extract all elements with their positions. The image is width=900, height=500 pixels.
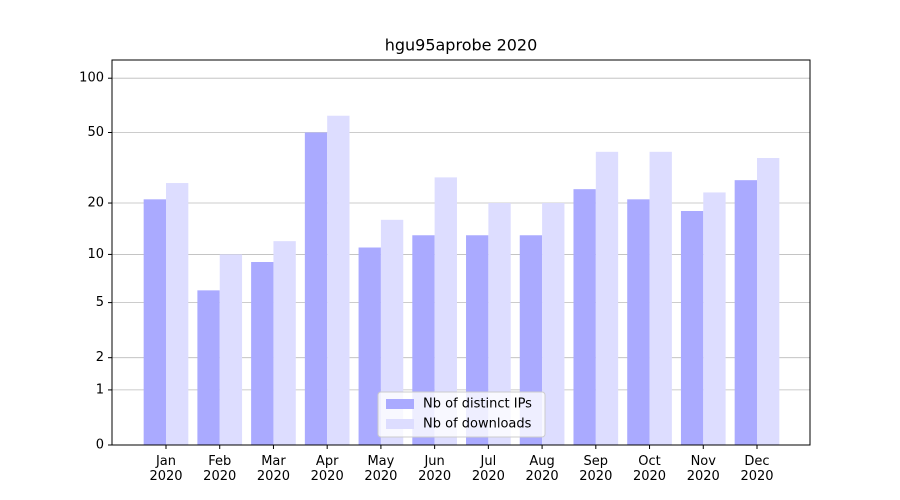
bar — [143, 199, 166, 445]
bar — [380, 219, 404, 445]
legend-swatch — [386, 419, 414, 429]
bar — [197, 290, 220, 445]
bar — [273, 241, 296, 445]
bar — [166, 183, 189, 445]
bar — [649, 151, 672, 445]
bar — [304, 132, 328, 445]
chart-title: hgu95aprobe 2020 — [385, 36, 538, 55]
x-tick-label: Mar 2020 — [256, 454, 290, 484]
legend-label: Nb of distinct IPs — [423, 397, 532, 412]
x-tick-label: Dec 2020 — [740, 454, 774, 484]
x-tick-label: Aug 2020 — [525, 454, 559, 484]
bar — [251, 261, 274, 445]
y-tick-label: 10 — [87, 247, 104, 262]
bar — [627, 199, 650, 445]
x-tick-label: Jul 2020 — [471, 454, 505, 484]
legend-swatch — [386, 399, 414, 409]
x-tick-label: Oct 2020 — [632, 454, 667, 484]
y-tick-label: 50 — [87, 125, 104, 140]
bar — [434, 177, 457, 445]
x-tick-label: Sep 2020 — [579, 454, 613, 484]
axes-frame — [111, 59, 811, 446]
x-tick-label: Jan 2020 — [149, 454, 183, 484]
y-tick-label: 0 — [96, 438, 104, 453]
bar — [488, 203, 511, 445]
y-tick-label: 2 — [96, 350, 104, 365]
bar — [680, 210, 704, 445]
bar — [573, 189, 596, 445]
bar — [595, 151, 619, 445]
bar — [219, 254, 243, 445]
x-tick-label: Apr 2020 — [310, 454, 344, 484]
x-tick-label: Nov 2020 — [686, 454, 720, 484]
x-tick-label: May 2020 — [364, 454, 398, 484]
bar — [358, 247, 381, 445]
legend-box — [377, 391, 546, 438]
y-tick-label: 1 — [96, 382, 104, 397]
x-tick-label: Jun 2020 — [418, 454, 452, 484]
bar — [327, 115, 350, 445]
bar — [703, 192, 726, 445]
x-tick-label: Feb 2020 — [203, 454, 237, 484]
bar — [734, 180, 757, 445]
y-tick-label: 5 — [96, 295, 104, 310]
y-tick-label: 20 — [87, 196, 104, 211]
y-tick-label: 100 — [79, 71, 104, 86]
bar — [542, 203, 565, 445]
bar — [757, 158, 780, 445]
legend-label: Nb of downloads — [423, 417, 532, 432]
